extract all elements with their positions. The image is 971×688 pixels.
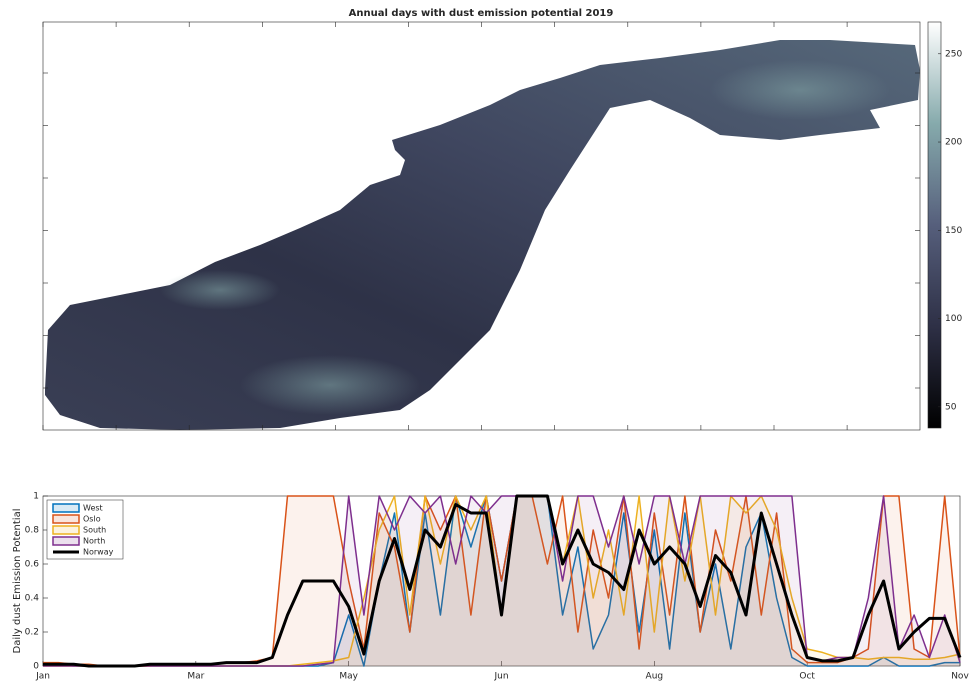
land-shade [160,270,280,310]
y-tick-label: 0.6 [25,560,40,570]
land-shade [710,60,890,120]
legend-label: South [83,526,106,535]
figure: Annual days with dust emission potential… [0,0,971,684]
map-panel: Annual days with dust emission potential… [43,8,920,430]
legend-label: West [83,504,103,513]
colorbar-tick-label: 200 [945,138,962,148]
colorbar-tick-label: 150 [945,226,962,236]
legend-swatch [53,515,79,523]
legend-label: North [83,537,105,546]
colorbar-tick-label: 250 [945,49,962,59]
colorbar-tick-label: 50 [945,402,957,412]
colorbar-scale [928,22,941,428]
colorbar-tick-label: 100 [945,314,962,324]
x-tick-label: Oct [799,672,815,682]
legend-swatch [53,537,79,545]
legend-swatch [53,526,79,534]
legend-swatch [53,504,79,512]
x-tick-label: Jan [35,672,50,682]
x-tick-label: Aug [646,672,664,682]
x-tick-label: Nov [951,672,969,682]
y-tick-label: 0.4 [25,594,40,604]
x-tick-label: May [339,672,358,682]
y-tick-label: 1 [33,492,39,502]
series-area [43,496,960,666]
x-tick-label: Jun [493,672,508,682]
colorbar: 50 100 150 200 250 [928,22,962,428]
x-tick-label: Mar [187,672,204,682]
line-panel: Daily dust Emission Potential 0 0.2 0.4 0.6… [12,492,969,682]
y-axis-label: Daily dust Emission Potential [12,509,23,654]
y-tick-label: 0.8 [25,526,40,536]
y-tick-label: 0 [33,662,39,672]
legend-label: Oslo [83,515,101,524]
y-tick-label: 0.2 [25,628,39,638]
map-title: Annual days with dust emission potential… [349,8,614,19]
legend-label: Norway [83,548,114,557]
land-shade [240,355,420,415]
